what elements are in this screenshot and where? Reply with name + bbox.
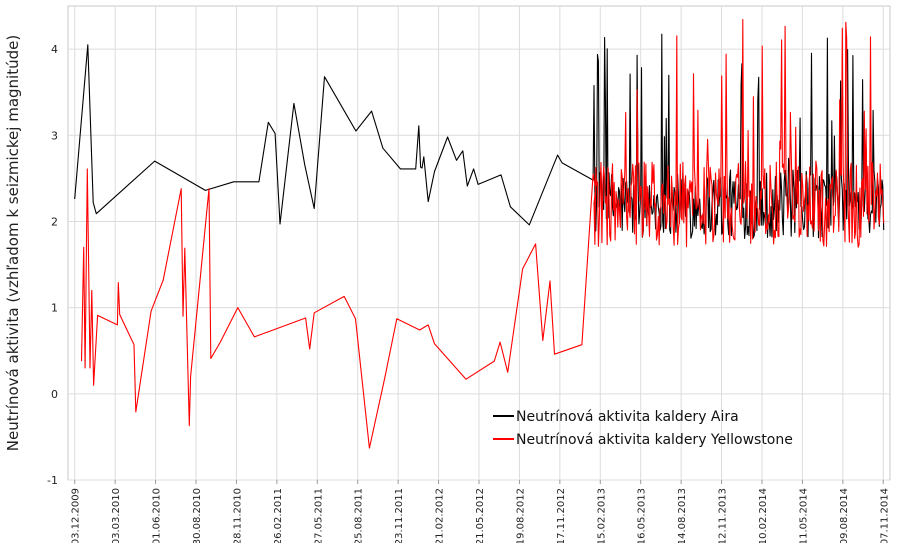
y-tick-label: 3 bbox=[51, 129, 58, 142]
legend-entry: Neutrínová aktivita kaldery Yellowstone bbox=[516, 432, 793, 448]
y-tick-label: 0 bbox=[51, 388, 58, 401]
x-tick-label: 27.05.2011 bbox=[313, 488, 324, 543]
x-tick-label: 03.03.2010 bbox=[111, 488, 122, 543]
x-tick-label: 14.08.2013 bbox=[677, 488, 688, 543]
x-tick-label: 01.06.2010 bbox=[152, 488, 163, 543]
series-lines bbox=[74, 18, 885, 449]
x-tick-label: 10.02.2014 bbox=[758, 488, 769, 543]
x-tick-label: 21.05.2012 bbox=[475, 488, 486, 543]
y-axis-ticks: -1 0 1 2 3 4 bbox=[47, 43, 58, 487]
x-tick-label: 26.02.2011 bbox=[273, 488, 284, 543]
series-line-yellowstone bbox=[80, 18, 885, 449]
x-tick-label: 15.02.2013 bbox=[596, 488, 607, 543]
y-tick-label: -1 bbox=[47, 474, 58, 487]
y-tick-label: 1 bbox=[51, 302, 58, 315]
x-tick-label: 28.11.2010 bbox=[232, 488, 243, 543]
y-tick-label: 4 bbox=[51, 43, 58, 56]
x-tick-label: 11.05.2014 bbox=[798, 488, 809, 543]
grid-lines bbox=[68, 6, 890, 481]
x-tick-label: 12.11.2013 bbox=[718, 488, 729, 543]
x-tick-label: 30.08.2010 bbox=[192, 488, 203, 543]
legend-entry: Neutrínová aktivita kaldery Aira bbox=[516, 409, 739, 425]
x-tick-label: 07.11.2014 bbox=[879, 488, 890, 543]
x-tick-label: 17.11.2012 bbox=[556, 488, 567, 543]
x-axis-ticks: 03.12.2009 03.03.2010 01.06.2010 30.08.2010… bbox=[71, 480, 890, 543]
x-tick-label: 16.05.2013 bbox=[637, 488, 648, 543]
x-tick-label: 25.08.2011 bbox=[354, 488, 365, 543]
y-axis-label: Neutrínová aktivita (vzhľadom k seizmick… bbox=[4, 35, 22, 451]
y-tick-label: 2 bbox=[51, 215, 58, 228]
x-tick-label: 09.08.2014 bbox=[839, 488, 850, 543]
legend: Neutrínová aktivita kaldery Aira Neutríno… bbox=[493, 409, 793, 448]
x-tick-label: 21.02.2012 bbox=[435, 488, 446, 543]
x-tick-label: 19.08.2012 bbox=[515, 488, 526, 543]
x-tick-label: 03.12.2009 bbox=[71, 488, 82, 543]
x-tick-label: 23.11.2011 bbox=[394, 488, 405, 543]
